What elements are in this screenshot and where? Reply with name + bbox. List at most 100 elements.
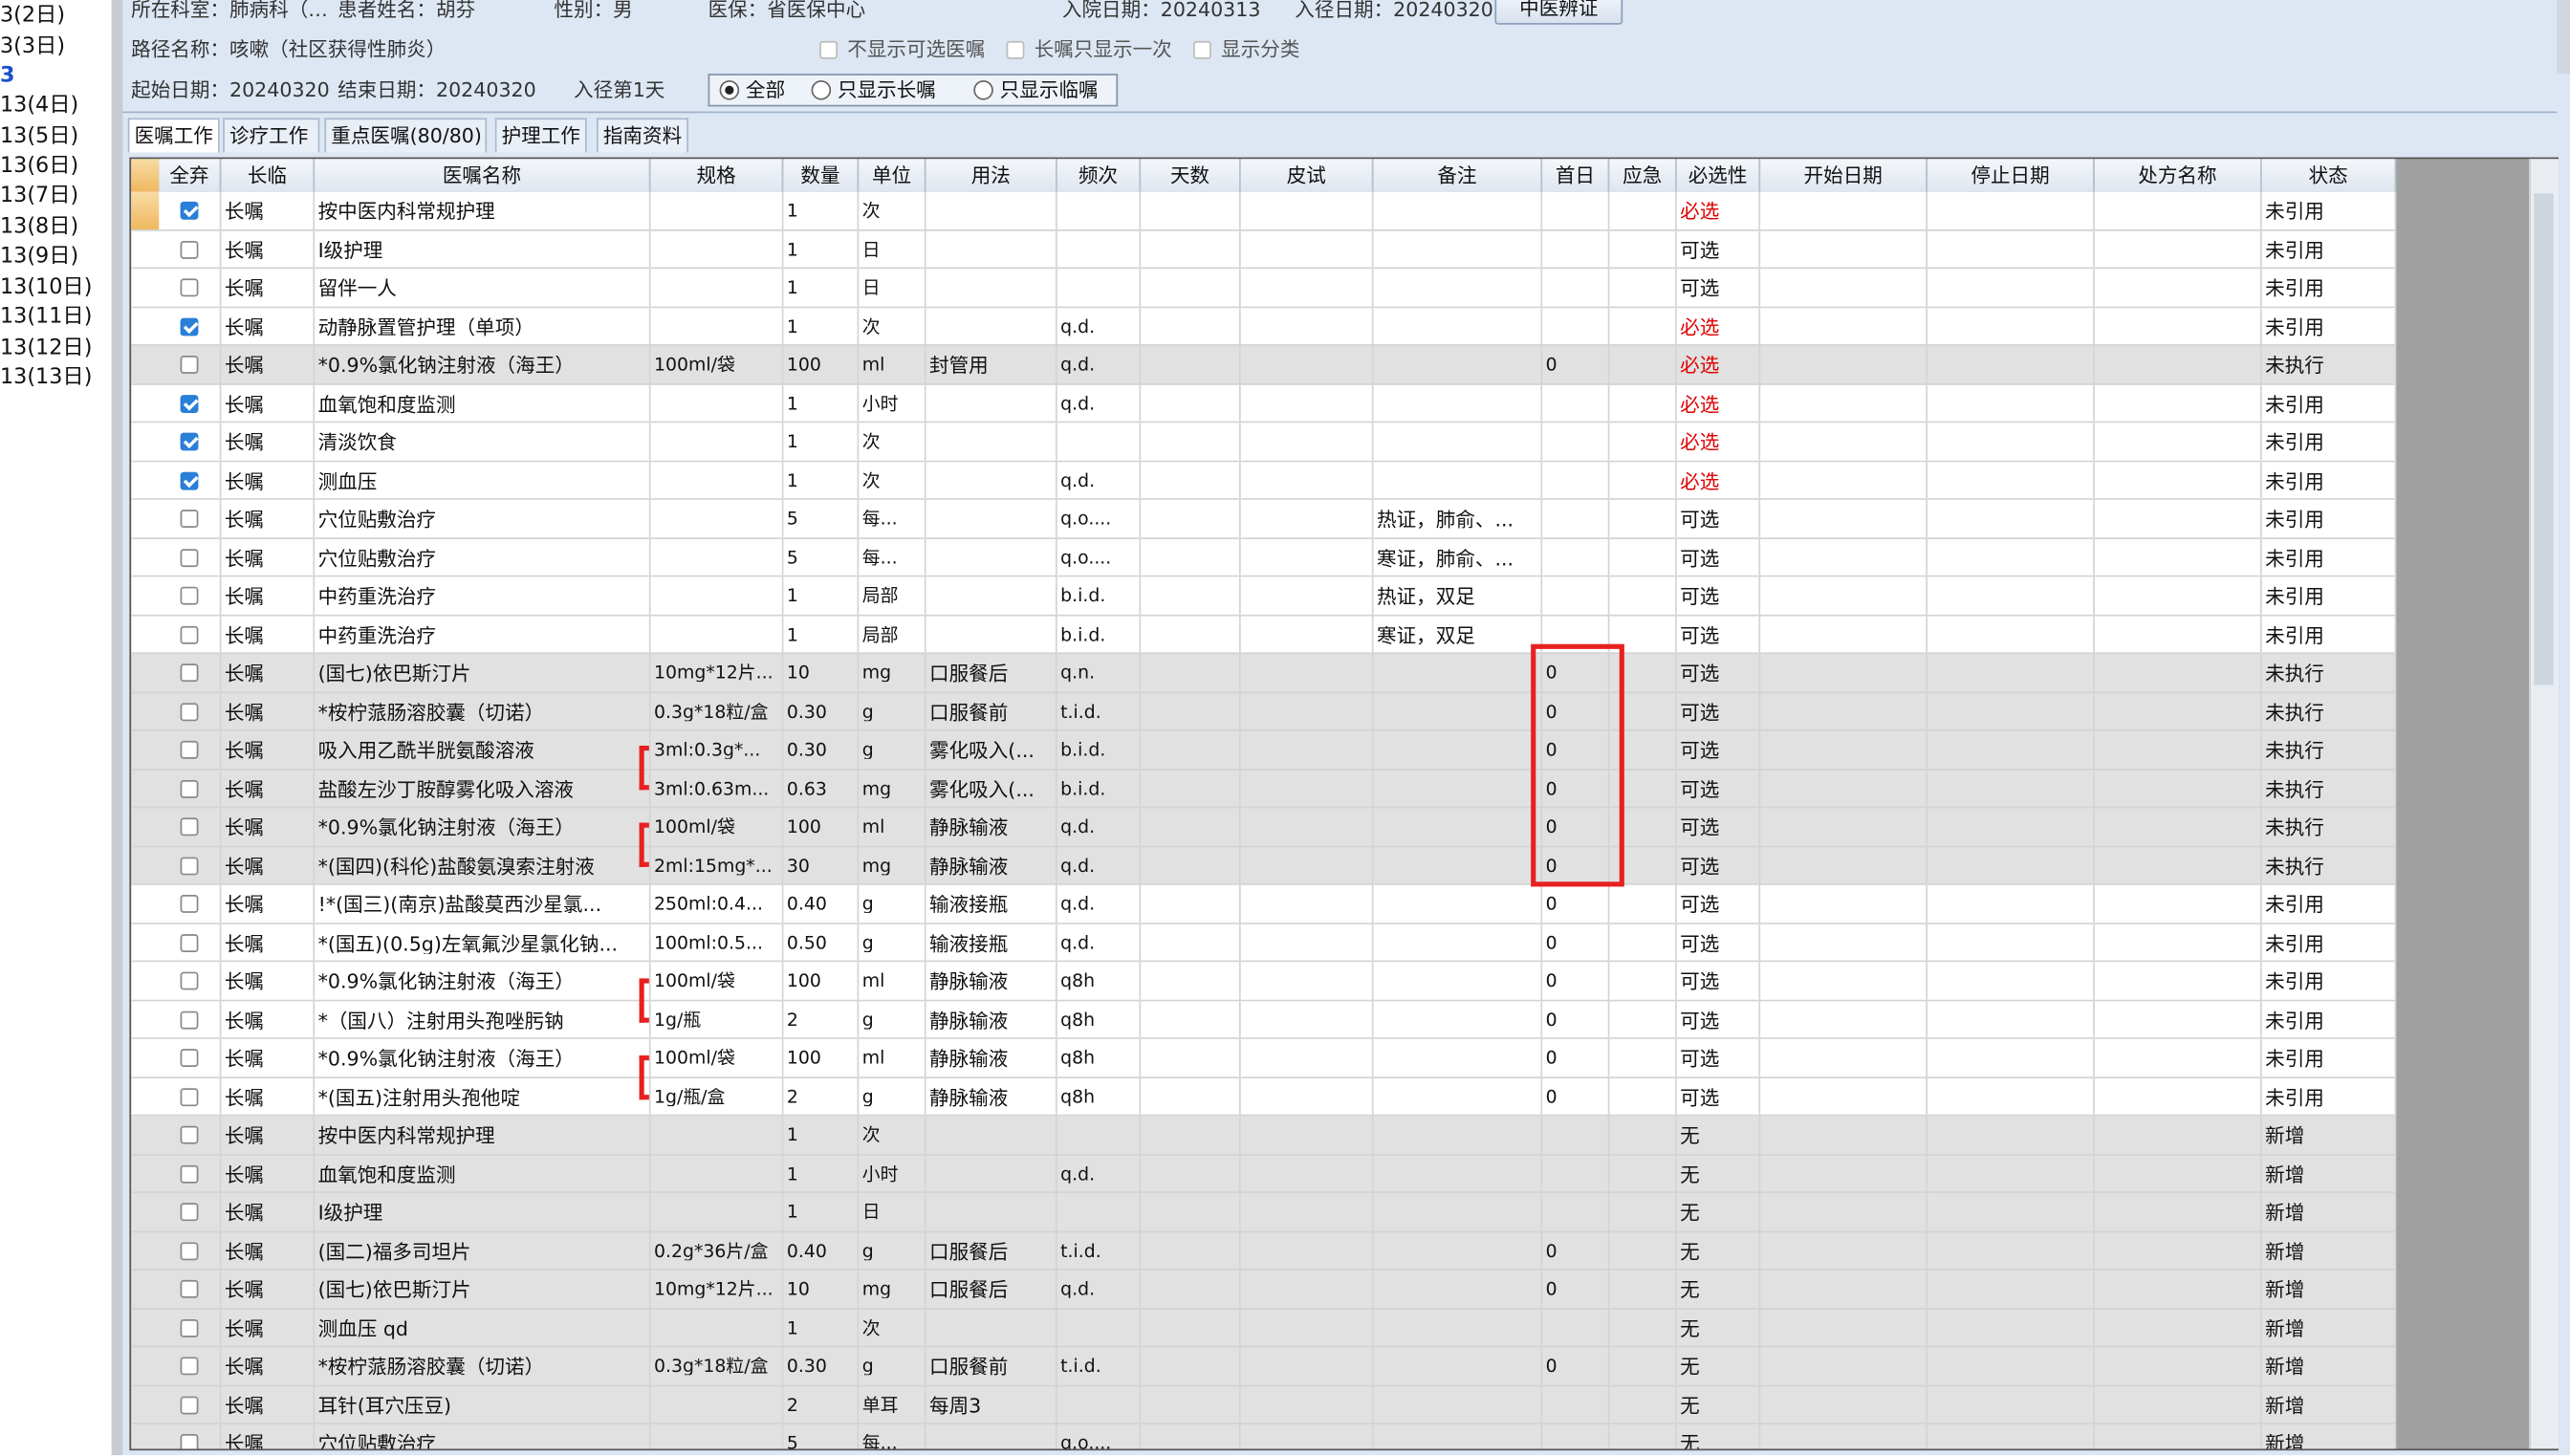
table-row[interactable]: 长嘱 *(国四)(科伦)盐酸氨溴索注射液 2ml:15mg*... 30 mg 静脉输液 q… bbox=[131, 846, 2397, 885]
checkbox[interactable] bbox=[180, 971, 199, 990]
day-item[interactable]: 13(7日) bbox=[0, 185, 79, 207]
table-row[interactable]: 长嘱 动静脉置管护理（单项） 1 次 q.d. 必选 未引用 bbox=[131, 307, 2397, 346]
table-row[interactable]: 长嘱 *0.9%氯化钠注射液（海王） 100ml/袋 100 ml 静脉输液 q.d. 0 可选… bbox=[131, 808, 2397, 847]
checkbox[interactable] bbox=[180, 895, 199, 913]
option-label[interactable]: 不显示可选医嘱 bbox=[847, 39, 986, 59]
button[interactable]: 中医辨证 bbox=[1494, 0, 1623, 25]
checkbox[interactable] bbox=[180, 1241, 199, 1260]
table-row[interactable]: 长嘱 穴位贴敷治疗 5 每... q.o.... 无 新增 bbox=[131, 1423, 2397, 1449]
day-item[interactable]: 13(12日) bbox=[0, 337, 93, 359]
checkbox[interactable] bbox=[1006, 40, 1025, 59]
checkbox[interactable] bbox=[180, 1203, 199, 1222]
day-item[interactable]: 3(3日) bbox=[0, 35, 66, 58]
checkbox[interactable] bbox=[180, 278, 199, 297]
table-row[interactable]: 长嘱 !*(国三)(南京)盐酸莫西沙星氯... 250ml:0.4... 0.40 g 输… bbox=[131, 884, 2397, 924]
table-row[interactable]: 长嘱 留伴一人 1 日 可选 未引用 bbox=[131, 269, 2397, 308]
radio-label[interactable]: 只显示长嘱 bbox=[838, 80, 936, 100]
column-header[interactable]: 用法 bbox=[926, 159, 1057, 192]
column-header[interactable]: 必选性 bbox=[1676, 159, 1761, 192]
table-row[interactable]: 长嘱 测血压 1 次 q.d. 必选 未引用 bbox=[131, 461, 2397, 500]
column-header[interactable]: 停止日期 bbox=[1928, 159, 2095, 192]
table-row[interactable]: 长嘱 穴位贴敷治疗 5 每... q.o.... 寒证，肺俞、... 可选 未引用 bbox=[131, 538, 2397, 577]
tab[interactable]: 指南资料 bbox=[597, 118, 689, 153]
checkbox[interactable] bbox=[180, 1164, 199, 1183]
radio[interactable] bbox=[811, 80, 832, 100]
radio[interactable] bbox=[973, 80, 993, 100]
day-item[interactable]: 13(4日) bbox=[0, 95, 79, 117]
table-row[interactable]: 长嘱 (国七)依巴斯汀片 10mg*12片... 10 mg 口服餐后 q.n. 0 可选 未执行 bbox=[131, 654, 2397, 693]
checkbox[interactable] bbox=[180, 548, 199, 567]
table-row[interactable]: 长嘱 Ⅰ级护理 1 日 无 新增 bbox=[131, 1193, 2397, 1232]
checkbox[interactable] bbox=[180, 702, 199, 721]
checkbox[interactable] bbox=[180, 1279, 199, 1298]
column-header[interactable]: 医嘱名称 bbox=[315, 159, 651, 192]
table-row[interactable]: 长嘱 *0.9%氯化钠注射液（海王） 100ml/袋 100 ml 封管用 q.d. 0 必选 未… bbox=[131, 345, 2397, 385]
checkbox[interactable] bbox=[180, 470, 199, 489]
column-header[interactable]: 全弃 bbox=[159, 159, 222, 192]
option-label[interactable]: 显示分类 bbox=[1221, 39, 1300, 59]
checkbox[interactable] bbox=[1193, 40, 1211, 59]
table-row[interactable]: 长嘱 清淡饮食 1 次 必选 未引用 bbox=[131, 423, 2397, 462]
checkbox[interactable] bbox=[180, 625, 199, 643]
checkbox[interactable] bbox=[180, 817, 199, 837]
checkbox[interactable] bbox=[180, 779, 199, 798]
day-item[interactable]: 13(5日) bbox=[0, 126, 79, 148]
table-row[interactable]: 长嘱 *0.9%氯化钠注射液（海王） 100ml/袋 100 ml 静脉输液 q8h 0 可选 未… bbox=[131, 1038, 2397, 1078]
day-item[interactable]: 13(6日) bbox=[0, 155, 79, 178]
checkbox[interactable] bbox=[180, 394, 199, 413]
table-row[interactable]: 长嘱 盐酸左沙丁胺醇雾化吸入溶液 3ml:0.63m... 0.63 mg 雾化吸入(..… bbox=[131, 769, 2397, 809]
checkbox[interactable] bbox=[180, 1395, 199, 1414]
tab[interactable]: 医嘱工作 bbox=[127, 118, 220, 153]
table-row[interactable]: 长嘱 吸入用乙酰半胱氨酸溶液 3ml:0.3g*... 0.30 g 雾化吸入(... b.… bbox=[131, 730, 2397, 770]
table-row[interactable]: 长嘱 按中医内科常规护理 1 次 必选 未引用 bbox=[131, 191, 2397, 230]
table-row[interactable]: 长嘱 Ⅰ级护理 1 日 可选 未引用 bbox=[131, 229, 2397, 270]
column-header[interactable]: 频次 bbox=[1056, 159, 1142, 192]
day-item[interactable]: 13(11日) bbox=[0, 306, 93, 328]
checkbox[interactable] bbox=[180, 1318, 199, 1337]
table-row[interactable]: 长嘱 *0.9%氯化钠注射液（海王） 100ml/袋 100 ml 静脉输液 q8h 0 可选 未… bbox=[131, 962, 2397, 1001]
table-row[interactable]: 长嘱 *(国五)注射用头孢他啶 1g/瓶/盒 2 g 静脉输液 q8h 0 可选 未引用 bbox=[131, 1077, 2397, 1117]
checkbox[interactable] bbox=[180, 1434, 199, 1449]
checkbox[interactable] bbox=[180, 240, 199, 259]
checkbox[interactable] bbox=[180, 201, 199, 220]
column-header[interactable]: 状态 bbox=[2261, 159, 2397, 192]
checkbox[interactable] bbox=[180, 316, 199, 336]
column-header[interactable]: 天数 bbox=[1141, 159, 1241, 192]
checkbox[interactable] bbox=[180, 1049, 199, 1068]
checkbox[interactable] bbox=[180, 1125, 199, 1144]
radio[interactable] bbox=[719, 80, 740, 100]
day-item[interactable]: 13(13日) bbox=[0, 367, 93, 389]
checkbox[interactable] bbox=[180, 933, 199, 952]
table-row[interactable]: 长嘱 测血压 qd 1 次 无 新增 bbox=[131, 1308, 2397, 1348]
table-row[interactable]: 长嘱 *桉柠蒎肠溶胶囊（切诺） 0.3g*18粒/盒 0.30 g 口服餐前 t.i.d. 0… bbox=[131, 692, 2397, 731]
checkbox[interactable] bbox=[180, 1010, 199, 1029]
checkbox[interactable] bbox=[180, 740, 199, 759]
table-row[interactable]: 长嘱 穴位贴敷治疗 5 每... q.o.... 热证，肺俞、... 可选 未引用 bbox=[131, 499, 2397, 539]
checkbox[interactable] bbox=[180, 1357, 199, 1376]
checkbox[interactable] bbox=[180, 856, 199, 875]
radio-label[interactable]: 只显示临嘱 bbox=[999, 80, 1099, 100]
day-item[interactable]: 3(2日) bbox=[0, 5, 66, 27]
checkbox[interactable] bbox=[819, 40, 839, 59]
column-header[interactable]: 长临 bbox=[221, 159, 316, 192]
checkbox[interactable] bbox=[180, 1087, 199, 1106]
table-row[interactable]: 长嘱 血氧饱和度监测 1 小时 q.d. 无 新增 bbox=[131, 1154, 2397, 1194]
column-header[interactable]: 皮试 bbox=[1240, 159, 1374, 192]
day-item[interactable]: 13(10日) bbox=[0, 276, 93, 299]
column-header[interactable]: 备注 bbox=[1373, 159, 1543, 192]
day-item[interactable]: 3 bbox=[0, 65, 15, 87]
table-row[interactable]: 长嘱 中药重洗治疗 1 局部 b.i.d. 热证，双足 可选 未引用 bbox=[131, 576, 2397, 616]
checkbox[interactable] bbox=[180, 510, 199, 529]
checkbox[interactable] bbox=[180, 586, 199, 605]
table-row[interactable]: 长嘱 耳针(耳穴压豆) 2 单耳 每周3 无 新增 bbox=[131, 1385, 2397, 1424]
day-item[interactable]: 13(8日) bbox=[0, 216, 79, 238]
checkbox[interactable] bbox=[180, 663, 199, 683]
table-row[interactable]: 长嘱 (国七)依巴斯汀片 10mg*12片... 10 mg 口服餐后 q.d. 0 无 新增 bbox=[131, 1270, 2397, 1309]
column-header[interactable]: 数量 bbox=[783, 159, 860, 192]
day-item[interactable]: 13(9日) bbox=[0, 246, 79, 268]
tab[interactable]: 诊疗工作 bbox=[223, 118, 320, 153]
table-row[interactable]: 长嘱 *(国五)(0.5g)左氧氟沙星氯化钠... 100ml:0.5... 0.50… bbox=[131, 924, 2397, 963]
table-row[interactable]: 长嘱 (国二)福多司坦片 0.2g*36片/盒 0.40 g 口服餐后 t.i.d. 0 无 新增 bbox=[131, 1231, 2397, 1271]
checkbox[interactable] bbox=[180, 356, 199, 374]
table-row[interactable]: 长嘱 *（国八）注射用头孢唑肟钠 1g/瓶 2 g 静脉输液 q8h 0 可选 未引用 bbox=[131, 1000, 2397, 1039]
